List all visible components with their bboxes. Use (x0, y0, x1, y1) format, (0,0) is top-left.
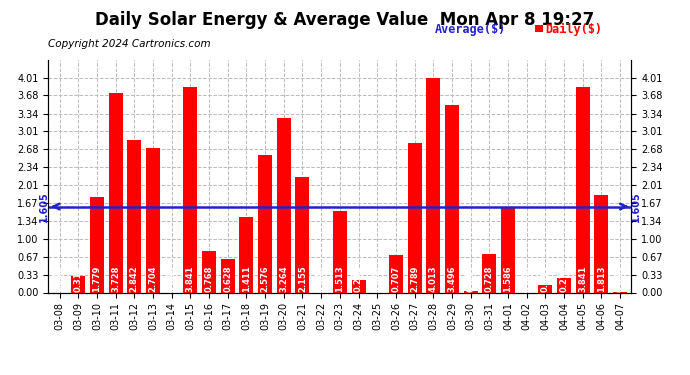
Text: 2.576: 2.576 (261, 266, 270, 292)
Text: 2.842: 2.842 (130, 266, 139, 292)
Bar (501, 207, 515, 292)
Bar (389, 255, 403, 292)
Bar (538, 285, 553, 292)
Bar (202, 251, 216, 292)
Text: 3.728: 3.728 (111, 266, 120, 292)
Text: Daily($): Daily($) (545, 22, 602, 36)
Bar (295, 177, 309, 292)
Bar (445, 105, 459, 292)
Text: 2.155: 2.155 (298, 265, 307, 292)
Text: 0.000: 0.000 (522, 266, 531, 292)
Text: 3.496: 3.496 (447, 266, 457, 292)
Text: 0.231: 0.231 (354, 266, 363, 292)
Bar (71, 276, 85, 292)
Bar (351, 280, 366, 292)
Text: 0.314: 0.314 (74, 266, 83, 292)
Text: 1.513: 1.513 (335, 266, 344, 292)
Text: 0.033: 0.033 (466, 266, 475, 292)
Text: 0.728: 0.728 (485, 266, 494, 292)
Bar (146, 148, 160, 292)
Text: Copyright 2024 Cartronics.com: Copyright 2024 Cartronics.com (48, 39, 211, 50)
Text: 1.605: 1.605 (631, 191, 641, 222)
Text: 1.779: 1.779 (92, 266, 101, 292)
Text: 3.841: 3.841 (186, 266, 195, 292)
Text: 2.704: 2.704 (148, 266, 157, 292)
Bar (221, 259, 235, 292)
Bar (333, 211, 347, 292)
Bar (575, 87, 590, 292)
Text: 0.768: 0.768 (204, 266, 213, 292)
Text: Average($): Average($) (435, 22, 506, 36)
Bar (239, 217, 253, 292)
Text: 3.264: 3.264 (279, 266, 288, 292)
Text: 2.789: 2.789 (410, 266, 419, 292)
Text: 1.411: 1.411 (242, 265, 251, 292)
Bar (482, 254, 496, 292)
Bar (277, 118, 290, 292)
Bar (464, 291, 477, 292)
Text: 1.813: 1.813 (597, 266, 606, 292)
Bar (426, 78, 440, 292)
Text: Daily Solar Energy & Average Value  Mon Apr 8 19:27: Daily Solar Energy & Average Value Mon A… (95, 11, 595, 29)
Text: 0.707: 0.707 (391, 266, 400, 292)
Bar (258, 154, 272, 292)
Text: 0.000: 0.000 (55, 266, 64, 292)
Text: 0.276: 0.276 (560, 266, 569, 292)
Text: 0.628: 0.628 (223, 266, 233, 292)
Text: 0.000: 0.000 (373, 266, 382, 292)
Text: 0.139: 0.139 (541, 266, 550, 292)
Bar (127, 140, 141, 292)
Bar (557, 278, 571, 292)
Bar (184, 87, 197, 292)
Text: 3.841: 3.841 (578, 266, 587, 292)
Text: 4.013: 4.013 (428, 266, 437, 292)
Bar (90, 197, 104, 292)
Bar (408, 143, 422, 292)
Bar (595, 195, 609, 292)
Text: 1.605: 1.605 (39, 191, 48, 222)
Bar (108, 93, 123, 292)
Text: 0.011: 0.011 (615, 266, 624, 292)
Text: 0.000: 0.000 (167, 266, 176, 292)
Text: 1.586: 1.586 (504, 266, 513, 292)
Text: 0.000: 0.000 (317, 266, 326, 292)
